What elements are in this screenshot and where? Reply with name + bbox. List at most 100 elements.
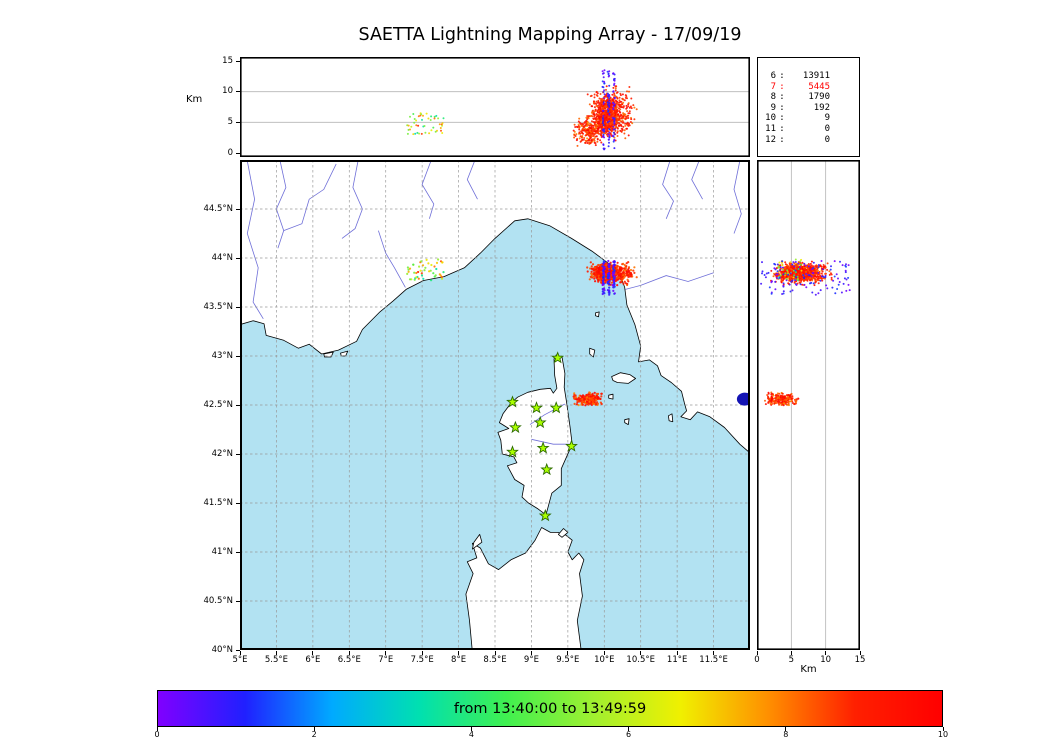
station-count-row: 9:192 [770,102,830,113]
top-alt-tick-label: 15 [222,55,233,66]
lat-tick-label: 41°N [211,546,233,557]
lat-tick-label: 43°N [211,350,233,361]
colorbar-tick-label: 2 [311,730,317,739]
axis-tick [312,650,314,655]
lon-tick-label: 11.5°E [699,655,728,665]
colorbar-tick-label: 0 [154,730,160,739]
axis-tick [859,650,861,655]
top-panel-gridlines [240,91,750,123]
altitude-axis-label-right: Km [800,664,817,675]
axis-tick [713,650,715,655]
axis-tick [348,650,350,655]
axis-tick [235,600,240,602]
land-coastlines [240,160,750,650]
map-border [240,160,750,650]
lat-tick-label: 41.5°N [203,497,233,508]
lon-tick-label: 10.5°E [626,655,655,665]
axis-tick [235,404,240,406]
figure-title: SAETTA Lightning Mapping Array - 17/09/1… [358,25,742,45]
axis-tick [790,650,792,655]
station-count-row: 12:0 [765,134,830,145]
colorbar-tick-label: 10 [937,730,949,739]
lat-tick-label: 44.5°N [203,203,233,214]
lon-tick-label: 5.5°E [264,655,288,665]
axis-tick [628,727,630,731]
top-panel-background [240,57,750,157]
colorbar-tick-label: 6 [626,730,632,739]
axis-tick [235,257,240,259]
lon-tick-label: 6.5°E [337,655,361,665]
right-panel-background [757,160,860,650]
station-count-row: 11:0 [765,123,830,134]
axis-tick [239,650,241,655]
axis-tick [603,650,605,655]
altitude-vs-latitude-panel [757,160,860,650]
top-alt-tick-label: 0 [227,147,233,158]
axis-tick [385,650,387,655]
right-alt-tick-label: 5 [788,655,795,665]
colorbar-tick-label: 4 [468,730,474,739]
top-panel-border [240,57,750,157]
colorbar-label: from 13:40:00 to 13:49:59 [453,700,647,717]
colorbar-tick-label: 8 [783,730,789,739]
map-panel [240,160,750,650]
right-alt-tick-label: 0 [754,655,760,665]
axis-tick [156,727,158,731]
altitude-vs-longitude-panel [240,57,750,157]
axis-tick [470,727,472,731]
station-count-row: 7:5445 [770,81,830,92]
lon-tick-label: 5°E [232,655,248,665]
station-count-rows: 6:13911 7:5445 8:1790 9:192 10:9 11:0 12:0 [758,71,859,145]
map-gridlines [240,160,750,650]
lat-tick-label: 40.5°N [203,595,233,606]
axis-tick [235,649,240,651]
lat-tick-label: 43.5°N [203,301,233,312]
lake-marker [736,392,750,406]
lat-tick-label: 42.5°N [203,399,233,410]
axis-tick [235,208,240,210]
axis-tick [421,650,423,655]
axis-tick [235,355,240,357]
lon-tick-label: 8°E [451,655,467,665]
axis-tick [235,91,240,93]
axis-tick [275,650,277,655]
axis-tick [235,306,240,308]
lightning-points-alt-lat [760,258,851,407]
right-alt-tick-label: 15 [854,655,866,665]
axis-tick [785,727,787,731]
lon-tick-label: 9.5°E [556,655,580,665]
axis-tick [235,453,240,455]
altitude-axis-label-top: Km [186,94,203,105]
axis-tick [235,551,240,553]
lon-tick-label: 6°E [305,655,321,665]
axis-tick [825,650,827,655]
axis-tick [235,121,240,123]
lat-tick-label: 42°N [211,448,233,459]
axis-tick [640,650,642,655]
right-panel-border [757,160,860,650]
station-count-row: 10:9 [765,113,830,124]
top-alt-tick-label: 5 [227,116,233,127]
lat-tick-label: 44°N [211,252,233,263]
lon-tick-label: 8.5°E [483,655,507,665]
station-count-row: 6:13911 [770,71,830,81]
right-alt-tick-label: 10 [820,655,832,665]
lon-tick-label: 7.5°E [410,655,434,665]
station-count-row: 8:1790 [770,92,830,103]
axis-tick [235,60,240,62]
axis-tick [494,650,496,655]
axis-tick [235,502,240,504]
lon-tick-label: 11°E [666,655,688,665]
lon-tick-label: 7°E [378,655,394,665]
sensor-star-markers [506,351,578,522]
lat-tick-label: 40°N [211,644,233,655]
axis-tick [235,152,240,154]
axis-tick [530,650,532,655]
lon-tick-label: 9°E [523,655,539,665]
axis-tick [756,650,758,655]
axis-tick [676,650,678,655]
station-count-stats-box: 6:13911 7:5445 8:1790 9:192 10:9 11:0 12:0 [757,57,860,157]
top-alt-tick-label: 10 [222,86,233,97]
colorbar: from 13:40:00 to 13:49:59 [157,690,943,727]
